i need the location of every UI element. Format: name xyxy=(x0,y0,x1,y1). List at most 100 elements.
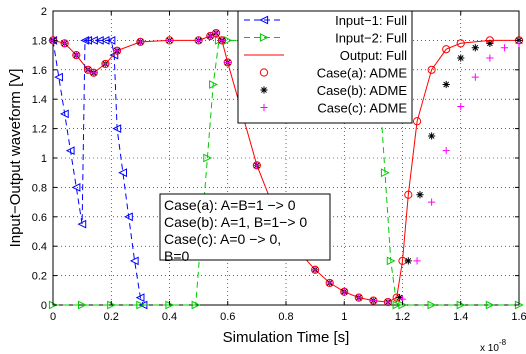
data-point xyxy=(428,198,436,206)
data-point xyxy=(428,132,436,140)
legend-items: Input−1: Full Input−2: Full Output: Full Ca… xyxy=(244,13,407,116)
y-axis-label: Input−Output waveform [V] xyxy=(7,69,24,248)
legend-label: Case(b): ADME xyxy=(317,83,408,98)
data-point xyxy=(224,58,232,67)
legend-box xyxy=(237,10,413,124)
data-point xyxy=(77,219,87,229)
data-point xyxy=(380,168,390,178)
data-point xyxy=(80,35,90,45)
data-point xyxy=(135,293,145,303)
x-axis-label: Simulation Time [s] xyxy=(223,329,350,346)
data-point xyxy=(129,256,139,266)
y-tick-label: 1.6 xyxy=(32,65,47,77)
data-point xyxy=(106,35,116,45)
data-point xyxy=(72,51,80,59)
annotation-box xyxy=(159,193,331,261)
data-point xyxy=(100,35,110,45)
x-multiplier-base: x 10 xyxy=(480,343,499,354)
legend-label: Case(a): ADME xyxy=(317,66,408,81)
data-point xyxy=(71,182,81,192)
data-point xyxy=(404,190,413,199)
legend-item: Output: Full xyxy=(244,48,407,63)
y-tick-label: 0 xyxy=(41,300,47,312)
y-tick-label: 1.8 xyxy=(32,35,47,47)
legend: Input−1: Full Input−2: Full Output: Full Ca… xyxy=(237,10,413,124)
data-point xyxy=(253,161,261,169)
data-point xyxy=(427,65,436,74)
data-point xyxy=(65,146,75,156)
legend-item: Case(b): ADME xyxy=(260,83,407,98)
legend-label: Input−1: Full xyxy=(335,13,407,28)
x-tick-label: 0.6 xyxy=(220,311,235,323)
data-point xyxy=(206,32,214,40)
annotation: Case(a): A=B=1 −> 0 Case(b): A=1, B=1−> … xyxy=(159,193,331,264)
series-5 xyxy=(49,29,523,306)
legend-marker xyxy=(259,68,269,77)
data-point xyxy=(486,54,494,62)
data-point xyxy=(471,44,479,52)
legend-marker xyxy=(259,15,269,25)
data-point xyxy=(209,80,218,89)
data-point xyxy=(113,47,121,55)
legend-marker xyxy=(259,33,269,42)
x-tick-label: 0 xyxy=(50,311,56,323)
y-tick-label: 1.2 xyxy=(32,124,47,136)
annotation-line-3: Case(c): A=0 −> 0, xyxy=(164,231,281,247)
data-point xyxy=(486,39,494,47)
data-point xyxy=(212,29,220,37)
data-point xyxy=(136,38,144,46)
data-point xyxy=(442,45,451,54)
series-0 xyxy=(48,35,148,310)
legend-label: Case(c): ADME xyxy=(317,101,407,116)
x-tick-label: 1.6 xyxy=(511,311,526,323)
legend-item: Case(a): ADME xyxy=(259,66,408,81)
legend-item: Input−1: Full xyxy=(244,13,407,28)
data-point xyxy=(218,36,226,44)
data-point xyxy=(369,296,377,305)
x-multiplier-exp: -8 xyxy=(499,338,507,347)
data-point xyxy=(442,80,450,89)
x-tick-label: 1.4 xyxy=(453,311,468,323)
data-point xyxy=(485,300,495,310)
legend-label: Output: Full xyxy=(340,48,407,63)
series-line xyxy=(52,39,144,306)
legend-item: Input−2: Full xyxy=(244,31,407,46)
data-point xyxy=(61,39,69,47)
data-point xyxy=(118,168,127,178)
legend-marker xyxy=(260,103,268,112)
data-point xyxy=(101,60,110,68)
data-point xyxy=(386,256,396,266)
annotation-line-1: Case(a): A=B=1 −> 0 xyxy=(164,197,296,213)
data-point xyxy=(54,72,63,82)
data-point xyxy=(84,66,92,74)
data-point xyxy=(355,294,363,302)
data-point xyxy=(471,73,479,81)
x-multiplier: x 10-8 xyxy=(480,338,507,354)
data-point xyxy=(457,102,465,111)
y-tick-label: 1 xyxy=(41,153,47,165)
y-tick-label: 0.2 xyxy=(32,271,47,283)
x-tick-label: 0.8 xyxy=(278,311,293,323)
data-point xyxy=(191,300,201,310)
x-tick-label: 0.4 xyxy=(162,311,177,323)
data-point xyxy=(404,257,412,265)
data-point xyxy=(340,288,348,296)
x-tick-label: 1 xyxy=(341,311,347,323)
data-point xyxy=(416,191,424,199)
data-point xyxy=(90,69,98,77)
data-point xyxy=(94,35,104,45)
data-point xyxy=(165,36,174,44)
data-point xyxy=(195,36,203,44)
data-point xyxy=(89,35,98,45)
data-point xyxy=(384,298,392,306)
data-point xyxy=(500,44,509,52)
data-point xyxy=(311,266,319,274)
y-tick-label: 0.8 xyxy=(32,182,47,194)
data-point xyxy=(326,279,334,287)
data-point xyxy=(412,117,422,126)
data-point xyxy=(203,153,213,163)
y-tick-label: 1.4 xyxy=(32,94,47,106)
data-point xyxy=(78,300,87,310)
data-point xyxy=(83,35,93,45)
